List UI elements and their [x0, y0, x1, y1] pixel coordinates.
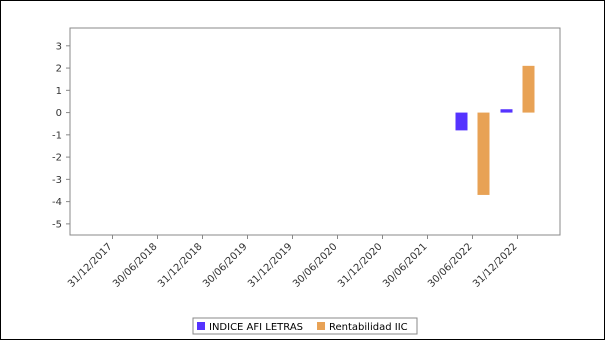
x-tick-label: 31/12/2018 — [156, 241, 205, 290]
y-tick-label: -2 — [52, 153, 62, 164]
x-tick-label: 30/06/2022 — [426, 241, 475, 290]
y-tick-label: 1 — [56, 86, 62, 97]
legend: INDICE AFI LETRAS Rentabilidad IIC — [192, 317, 418, 335]
bar-indice-afi-letras — [455, 112, 468, 131]
bar-indice-afi-letras — [500, 109, 513, 113]
y-tick-label: 0 — [56, 108, 62, 119]
x-tick-label: 31/12/2017 — [66, 241, 115, 290]
x-tick-label: 31/12/2020 — [336, 241, 385, 290]
y-tick-label: 3 — [56, 41, 62, 52]
legend-swatch-rentabilidad-iic — [317, 322, 326, 330]
bars — [455, 65, 535, 195]
y-tick-label: -5 — [52, 219, 62, 230]
x-tick-label: 31/12/2022 — [471, 241, 520, 290]
legend-label-indice-afi-letras: INDICE AFI LETRAS — [209, 322, 303, 333]
legend-swatch-indice-afi-letras — [197, 322, 205, 330]
x-tick-label: 30/06/2018 — [111, 241, 160, 290]
x-axis: 31/12/201730/06/201831/12/201830/06/2019… — [66, 235, 520, 290]
x-tick-label: 30/06/2019 — [201, 241, 250, 290]
bar-rentabilidad-iic — [477, 112, 490, 195]
legend-label-rentabilidad-iic: Rentabilidad IIC — [329, 322, 408, 333]
y-tick-label: -3 — [52, 175, 62, 186]
y-tick-label: -4 — [52, 197, 62, 208]
legend-box — [192, 317, 418, 335]
x-tick-label: 30/06/2021 — [381, 241, 430, 290]
y-tick-label: -1 — [52, 130, 62, 141]
y-axis: 3 2 1 0 -1 -2 -3 -4 -5 — [52, 41, 70, 230]
x-tick-label: 30/06/2020 — [291, 241, 340, 290]
x-tick-label: 31/12/2019 — [246, 241, 295, 290]
bar-rentabilidad-iic — [522, 65, 535, 113]
y-tick-label: 2 — [56, 64, 62, 75]
